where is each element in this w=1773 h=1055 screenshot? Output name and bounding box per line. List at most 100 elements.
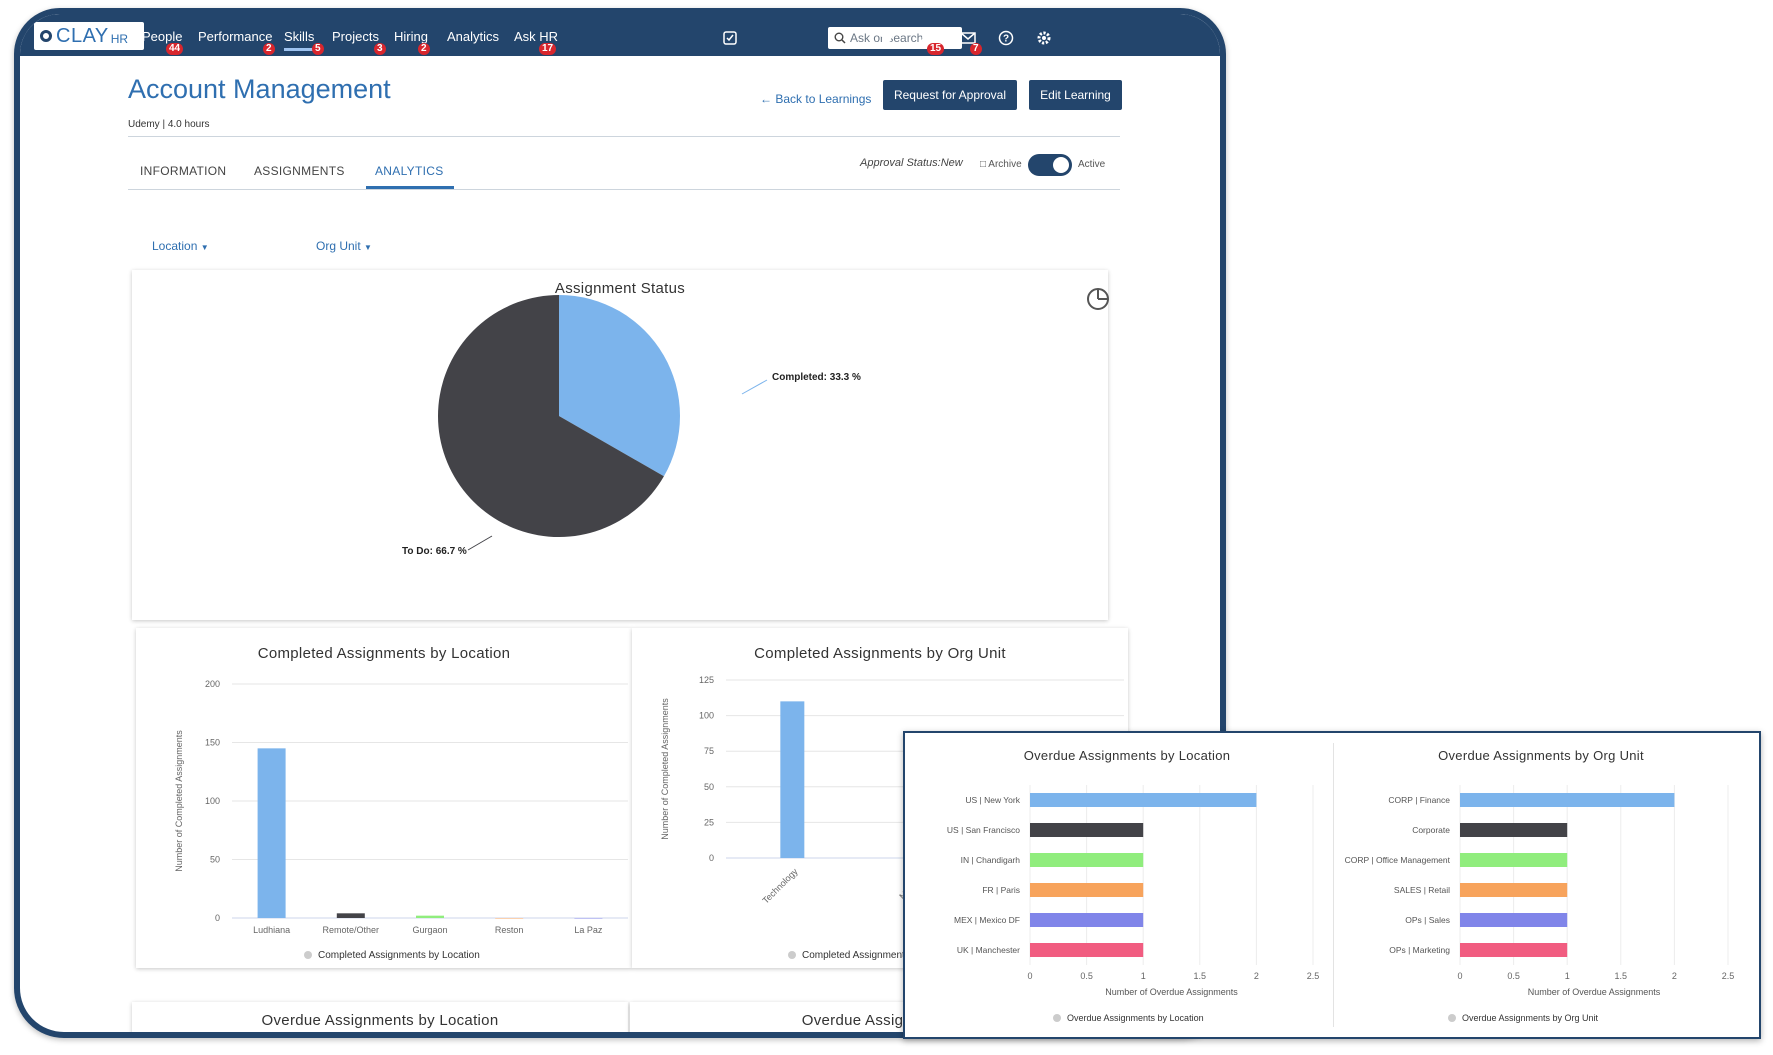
y-tick-label: 200	[205, 679, 220, 689]
top-navbar: CLAY HR People 44 Performance 2 Skills 5…	[20, 14, 1220, 56]
x-tick-label: 2.5	[1307, 971, 1320, 981]
overdue-location-title-partial: Overdue Assignments by Location	[261, 1012, 499, 1029]
nav-projects-badge: 3	[374, 43, 386, 55]
back-to-learnings-link[interactable]: ← Back to Learnings	[760, 92, 871, 106]
x-tick-label: La Paz	[574, 925, 603, 935]
pie-slice-completed[interactable]	[559, 295, 680, 477]
chart-title: Overdue Assignments by Org Unit	[1438, 748, 1644, 763]
learning-icon[interactable]	[877, 28, 897, 48]
legend-label: Overdue Assignments by Location	[1067, 1013, 1204, 1023]
logo-subtext: HR	[110, 32, 129, 46]
org-unit-filter-label: Org Unit	[316, 239, 361, 253]
legend-label: Completed Assignments	[802, 950, 910, 961]
x-tick-label: Gurgaon	[412, 925, 447, 935]
x-tick-label: 1	[1141, 971, 1146, 981]
tasks-icon[interactable]	[720, 28, 740, 48]
nav-hiring[interactable]: Hiring	[394, 29, 428, 44]
svg-text:?: ?	[1003, 34, 1009, 45]
search-icon	[834, 32, 846, 44]
bar	[780, 701, 805, 858]
clayhr-logo[interactable]: CLAY HR	[34, 22, 144, 50]
bar	[1460, 853, 1568, 867]
bar	[1030, 823, 1144, 837]
overdue-zoom-panel: Overdue Assignments by Location 0 0.5 1 1.5 2…	[903, 731, 1761, 1039]
bar	[574, 918, 603, 919]
y-tick-label: MEX | Mexico DF	[954, 915, 1020, 925]
tab-information[interactable]: INFORMATION	[140, 164, 227, 178]
mail-icon[interactable]	[958, 28, 978, 48]
y-tick-label: CORP | Finance	[1388, 795, 1450, 805]
location-filter-dropdown[interactable]: Location ▼	[152, 239, 209, 253]
nav-analytics[interactable]: Analytics	[447, 29, 500, 44]
archive-text: Archive	[988, 159, 1022, 170]
x-tick-label: 1	[1565, 971, 1570, 981]
x-tick-label: Reston	[495, 925, 524, 935]
y-tick-label: 100	[699, 711, 714, 721]
legend-label: Completed Assignments by Location	[318, 950, 480, 961]
y-tick-label: 0	[215, 913, 220, 923]
x-tick-label: Ludhiana	[253, 925, 290, 935]
learning-meta: Udemy | 4.0 hours	[128, 119, 210, 130]
tabs-divider	[128, 189, 1120, 190]
chart-type-pie-icon[interactable]	[1085, 286, 1111, 317]
bar	[1030, 883, 1144, 897]
legend-label: Overdue Assignments by Org Unit	[1462, 1013, 1599, 1023]
app-window: CLAY HR People 44 Performance 2 Skills 5…	[14, 8, 1226, 1038]
active-tab-indicator	[366, 186, 454, 189]
request-approval-button[interactable]: Request for Approval	[883, 80, 1017, 110]
y-axis-label: Number of Completed Assignments	[174, 730, 184, 872]
edit-learning-button[interactable]: Edit Learning	[1029, 80, 1122, 110]
nav-ask-hr-badge: 17	[539, 43, 557, 55]
archive-label: □ Archive	[980, 159, 1022, 170]
bar	[1460, 943, 1568, 957]
nav-skills[interactable]: Skills	[284, 29, 315, 51]
completed-by-location-card: Completed Assignments by Location 0 50 100…	[136, 628, 632, 968]
bar	[1030, 793, 1257, 807]
y-tick-label: SALES | Retail	[1394, 885, 1450, 895]
tab-analytics[interactable]: ANALYTICS	[375, 164, 444, 178]
y-tick-label: 25	[704, 817, 714, 827]
completed-org-title: Completed Assignments by Org Unit	[754, 645, 1006, 662]
y-tick-label: 125	[699, 675, 714, 685]
y-tick-label: Corporate	[1412, 825, 1450, 835]
bar	[1030, 913, 1144, 927]
help-icon[interactable]: ?	[996, 28, 1016, 48]
toggle-knob	[1053, 157, 1069, 173]
pie-chart-title: Assignment Status	[554, 280, 686, 297]
y-tick-label: 100	[205, 796, 220, 806]
completed-location-chart: 0 50 100 150 200 Ludhiana Remote/Other Gurgaon R…	[174, 679, 628, 961]
legend-marker	[788, 951, 796, 959]
x-tick-label: 0	[1457, 971, 1462, 981]
logo-text: CLAY	[56, 24, 109, 47]
bar	[1030, 853, 1144, 867]
active-label: Active	[1078, 159, 1106, 170]
nav-performance[interactable]: Performance	[198, 29, 273, 44]
archive-active-toggle[interactable]	[1028, 154, 1072, 176]
settings-gear-icon[interactable]	[1034, 28, 1054, 48]
panel-divider	[1333, 743, 1334, 1027]
y-tick-label: IN | Chandigarh	[961, 855, 1021, 865]
y-tick-label: 50	[704, 782, 714, 792]
y-tick-label: FR | Paris	[982, 885, 1020, 895]
y-axis-label: Number of Completed Assignments	[660, 698, 670, 840]
overdue-org-chart: Overdue Assignments by Org Unit 0 0.5 1 1.5 2…	[1345, 748, 1735, 1023]
back-link-label: Back to Learnings	[775, 92, 872, 106]
nav-projects[interactable]: Projects	[332, 29, 379, 44]
x-tick-label: 2	[1254, 971, 1259, 981]
notifications-icon[interactable]	[917, 28, 937, 48]
y-tick-label: UK | Manchester	[957, 945, 1020, 955]
caret-down-icon: ▼	[364, 243, 372, 252]
org-unit-filter-dropdown[interactable]: Org Unit ▼	[316, 239, 372, 253]
pie-slice-todo[interactable]	[437, 295, 664, 537]
x-axis-label: Number of Overdue Assignments	[1105, 987, 1238, 997]
x-tick-label: 0	[1027, 971, 1032, 981]
x-tick-label: 1.5	[1615, 971, 1628, 981]
nav-ask-hr[interactable]: Ask HR	[514, 29, 559, 44]
y-tick-label: OPs | Sales	[1405, 915, 1450, 925]
y-tick-label: OPs | Marketing	[1389, 945, 1450, 955]
tab-assignments[interactable]: ASSIGNMENTS	[254, 164, 345, 178]
y-tick-label: 50	[210, 855, 220, 865]
nav-people[interactable]: People	[142, 29, 183, 44]
bar	[1030, 943, 1144, 957]
